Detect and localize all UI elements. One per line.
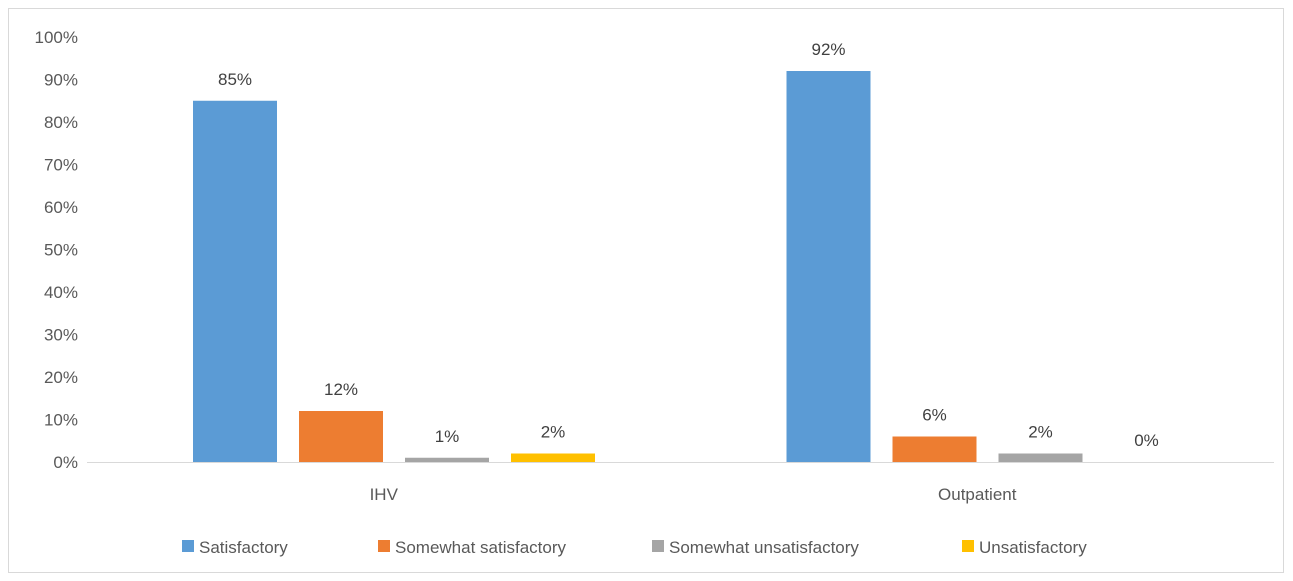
data-label: 85% — [218, 70, 252, 89]
legend-label: Satisfactory — [199, 538, 288, 557]
data-label: 6% — [922, 406, 947, 425]
legend-swatch — [962, 540, 974, 552]
y-tick-label: 70% — [44, 156, 78, 175]
y-tick-label: 30% — [44, 326, 78, 345]
y-tick-label: 80% — [44, 113, 78, 132]
y-tick-label: 0% — [53, 453, 78, 472]
legend-swatch — [378, 540, 390, 552]
bar-somewhat-unsatisfactory-ihv — [405, 457, 489, 462]
data-label: 1% — [435, 427, 460, 446]
x-category-label: IHV — [370, 485, 399, 504]
legend-label: Somewhat unsatisfactory — [669, 538, 859, 557]
x-category-label: Outpatient — [938, 485, 1017, 504]
y-tick-label: 20% — [44, 368, 78, 387]
data-label: 12% — [324, 380, 358, 399]
data-label: 92% — [811, 40, 845, 59]
legend-swatch — [652, 540, 664, 552]
y-tick-label: 40% — [44, 283, 78, 302]
y-tick-label: 100% — [35, 28, 78, 47]
y-tick-label: 60% — [44, 198, 78, 217]
bar-somewhat-satisfactory-ihv — [299, 411, 383, 462]
data-label: 2% — [1028, 423, 1053, 442]
bar-somewhat-satisfactory-outpatient — [892, 436, 977, 462]
legend-label: Somewhat satisfactory — [395, 538, 567, 557]
bar-satisfactory-outpatient — [786, 71, 871, 462]
bar-somewhat-unsatisfactory-outpatient — [998, 453, 1083, 462]
y-tick-label: 90% — [44, 71, 78, 90]
data-label: 0% — [1134, 431, 1159, 450]
y-tick-label: 10% — [44, 411, 78, 430]
y-tick-label: 50% — [44, 241, 78, 260]
bar-satisfactory-ihv — [193, 100, 277, 462]
data-label: 2% — [541, 423, 566, 442]
legend-swatch — [182, 540, 194, 552]
legend-label: Unsatisfactory — [979, 538, 1087, 557]
bar-unsatisfactory-ihv — [511, 453, 595, 462]
